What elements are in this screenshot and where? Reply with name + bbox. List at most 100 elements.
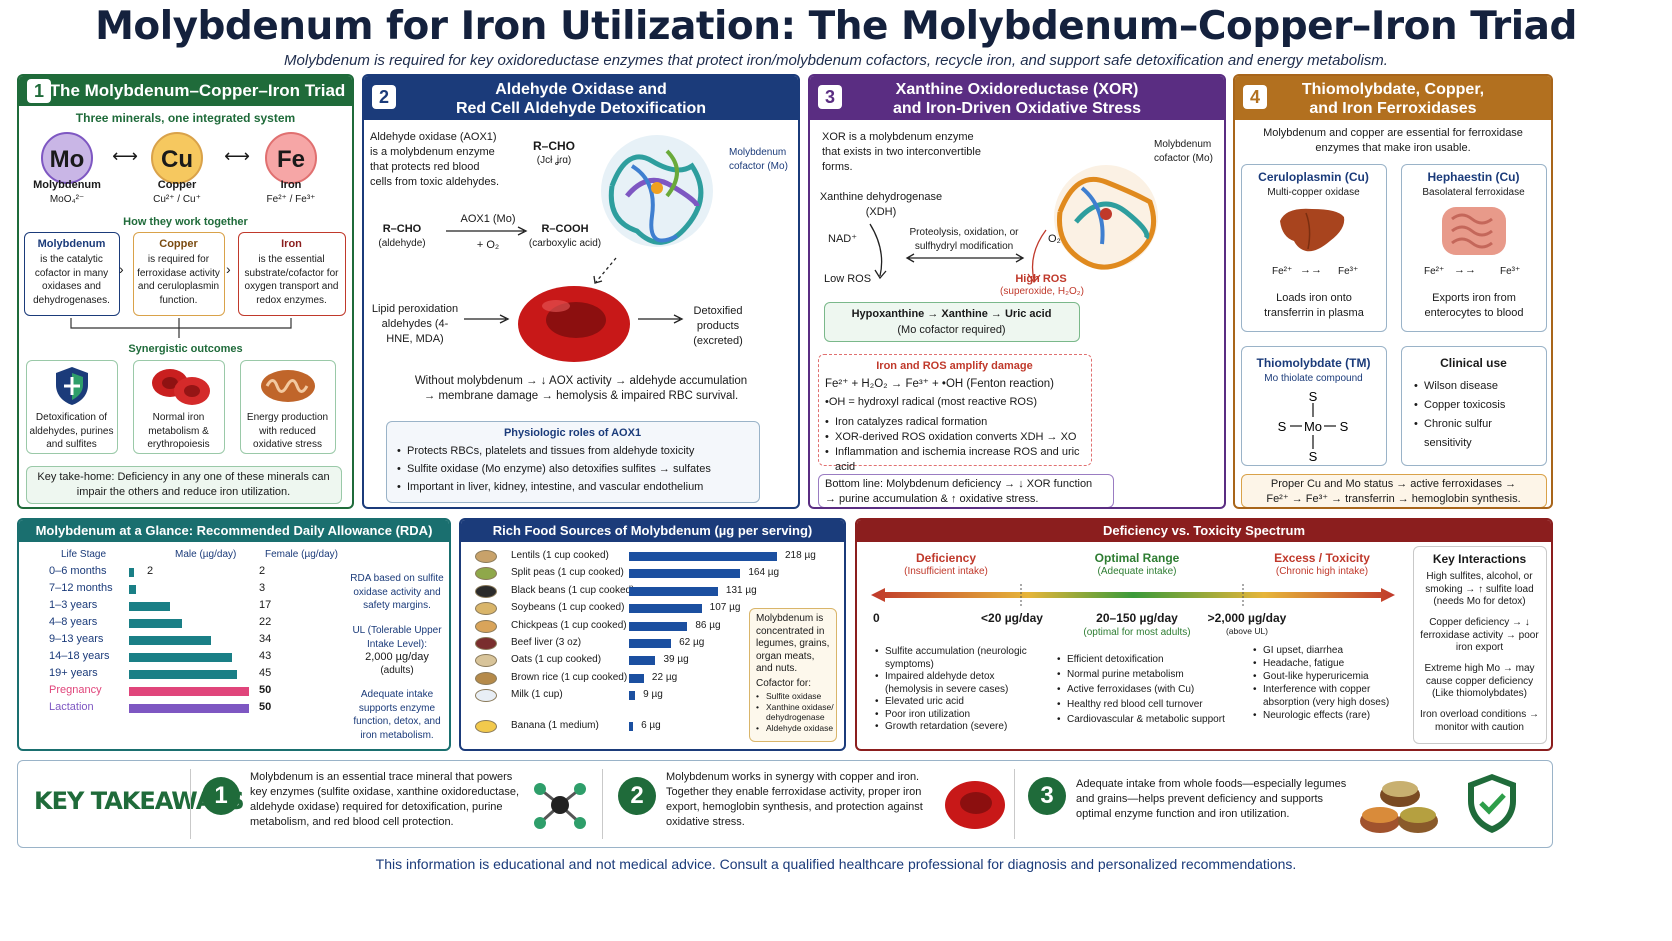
cofactor-title: Cofactor for: xyxy=(756,678,812,689)
thiomolybdate-card: Thiomolybdate (TM) Mo thiolate compound … xyxy=(1241,346,1387,466)
rda-row: 4–8 years 22 xyxy=(19,615,319,632)
thiomolybdate-structure-icon: S Mo S S S xyxy=(1278,389,1349,463)
role-card-molybdenum: Molybdenum is the catalytic cofactor in … xyxy=(24,232,120,316)
food-row: Soybeans (1 cup cooked) 107 µg xyxy=(461,600,751,617)
outcome-text: Detoxification of aldehydes, purines and… xyxy=(29,412,114,450)
rda-female-value: 3 xyxy=(259,582,266,594)
role-card-iron: Iron is the essential substrate/cofactor… xyxy=(238,232,346,316)
hephaestin-title: Hephaestin (Cu) xyxy=(1427,170,1520,184)
without-mo-line2: → membrane damage → hemolysis & impaired… xyxy=(423,390,739,402)
food-row: Black beans (1 cup cooked) 131 µg xyxy=(461,583,757,600)
dashed-arrow-icon xyxy=(593,257,617,284)
cofactor-item: Sulfite oxidase xyxy=(756,691,834,702)
food-sources-title: Rich Food Sources of Molybdenum (µg per … xyxy=(461,520,844,542)
nad-label: NAD⁺ xyxy=(828,233,858,245)
ferroxidase-bottom-line2: Fe²⁺ → Fe³⁺ → transferrin → hemoglobin s… xyxy=(1266,493,1521,505)
ul-title: UL (Tolerable Upper Intake Level): xyxy=(352,625,442,650)
xor-panel-header: 3 Xanthine Oxidoreductase (XOR) and Iron… xyxy=(810,76,1224,120)
damage-list: Iron catalyzes radical formation XOR-der… xyxy=(825,415,1087,475)
aox-intro: Aldehyde oxidase (AOX1) is a molybdenum … xyxy=(370,131,499,188)
rda-female-value: 17 xyxy=(259,599,272,611)
panel-number: 3 xyxy=(818,85,842,109)
clinical-item: Copper toxicosis xyxy=(1414,396,1540,415)
interaction-item: Iron overload conditions → monitor with … xyxy=(1420,709,1539,733)
cofactor-item: Aldehyde oxidase xyxy=(756,723,834,734)
arrow-right-icon xyxy=(638,314,684,324)
key-interactions-box: Key Interactions High sulfites, alcohol,… xyxy=(1413,546,1547,744)
oxygen-label: O₂ xyxy=(1048,233,1061,245)
xor-intro: XOR is a molybdenum enzyme that exists i… xyxy=(822,131,981,173)
without-mo-line1: Without molybdenum → ↓ AOX activity → al… xyxy=(414,375,748,387)
rda-bar xyxy=(129,619,182,628)
page-title: Molybdenum for Iron Utilization: The Mol… xyxy=(95,4,1577,49)
detoxified-products: Detoxified products (excreted) xyxy=(693,305,743,347)
food-bar xyxy=(629,569,741,579)
food-row: Split peas (1 cup cooked) 164 µg xyxy=(461,565,779,582)
rda-bar xyxy=(129,653,233,662)
copper-forms: Cu²⁺ / Cu⁺ xyxy=(153,194,201,205)
reaction-enzyme: AOX1 (Mo) xyxy=(460,213,516,225)
food-bar xyxy=(629,656,656,666)
triad-panel-header: 1 The Molybdenum–Copper–Iron Triad xyxy=(19,76,352,106)
food-value: 131 µg xyxy=(725,584,757,596)
ceruloplasmin-sub: Multi-copper oxidase xyxy=(1267,187,1360,198)
ferroxidase-intro: Molybdenum and copper are essential for … xyxy=(1263,127,1523,154)
xor-bottom-line: Bottom line: Molybdenum deficiency → ↓ X… xyxy=(818,474,1114,507)
ferroxidase-panel-header: 4 Thiomolybdate, Copper, and Iron Ferrox… xyxy=(1235,76,1551,120)
food-name: Chickpeas (1 cup cooked) xyxy=(511,619,627,631)
rda-stage: 9–13 years xyxy=(49,633,104,645)
molybdenum-forms: MoO₄²⁻ xyxy=(49,194,85,205)
food-icon xyxy=(475,550,497,563)
rda-female-value: 43 xyxy=(259,650,272,662)
ferroxidase-title-line2: and Iron Ferroxidases xyxy=(1309,100,1477,117)
iron-forms: Fe²⁺ / Fe³⁺ xyxy=(266,194,316,205)
aox-title-line1: Aldehyde Oxidase and xyxy=(495,81,667,98)
how-title: How they work together xyxy=(123,216,248,228)
outcome-text: Energy production with reduced oxidative… xyxy=(246,412,329,450)
ferrous-label: Fe²⁺ xyxy=(1272,266,1293,277)
molybdenum-atom: Mo xyxy=(1304,419,1322,434)
fenton-reaction: Fe²⁺ + H₂O₂ → Fe³⁺ + •OH (Fenton reactio… xyxy=(825,378,1054,390)
food-name: Soybeans (1 cup cooked) xyxy=(511,602,625,614)
xor-panel: 3 Xanthine Oxidoreductase (XOR) and Iron… xyxy=(808,74,1226,509)
rda-bar xyxy=(129,704,249,713)
interaction-item: Copper deficiency → ↓ ferroxidase activi… xyxy=(1420,617,1539,653)
arrow-right-icon: › xyxy=(119,261,124,277)
zone-title: Deficiency xyxy=(915,551,977,565)
thiomolybdate-sub: Mo thiolate compound xyxy=(1264,373,1363,384)
purine-pathway-box: Hypoxanthine → Xanthine → Uric acid (Mo … xyxy=(824,302,1080,342)
rda-bar xyxy=(129,670,237,679)
red-blood-cell-icon xyxy=(518,286,630,362)
double-arrow-icon xyxy=(905,253,1025,263)
outcome-card: Detoxification of aldehydes, purines and… xyxy=(26,360,118,454)
excess-item: Gout-like hyperuricemia xyxy=(1253,670,1409,683)
food-row: Lentils (1 cup cooked) 218 µg xyxy=(461,548,816,565)
takeaway-number: 1 xyxy=(202,777,240,815)
food-icon xyxy=(475,567,497,581)
rda-note: RDA based on sulfite oxidase activity an… xyxy=(350,573,444,611)
rda-panel: Molybdenum at a Glance: Recommended Dail… xyxy=(17,518,451,751)
curved-arrow-icon xyxy=(1027,229,1047,284)
divider xyxy=(602,769,603,839)
food-icon xyxy=(475,637,497,650)
zone-sub: (Adequate intake) xyxy=(1097,566,1177,577)
food-row: Brown rice (1 cup cooked) 22 µg xyxy=(461,670,751,687)
food-sources-panel: Rich Food Sources of Molybdenum (µg per … xyxy=(459,518,846,751)
food-bowls-icon xyxy=(1360,781,1438,833)
rda-bar xyxy=(129,687,249,696)
hephaestin-sub: Basolateral ferroxidase xyxy=(1422,187,1525,198)
ferric-label: Fe³⁺ xyxy=(1338,266,1359,277)
tick-sublabel: (optimal for most adults) xyxy=(1083,627,1191,638)
reaction-oxygen: + O₂ xyxy=(476,239,500,251)
aox-roles-list: Protects RBCs, platelets and tissues fro… xyxy=(397,442,753,496)
molybdenum-name: Molybdenum xyxy=(33,179,101,191)
ceruloplasmin-card: Ceruloplasmin (Cu) Multi-copper oxidase … xyxy=(1241,164,1387,332)
excess-item: Neurologic effects (rare) xyxy=(1253,709,1409,722)
hephaestin-card: Hephaestin (Cu) Basolateral ferroxidase … xyxy=(1401,164,1547,332)
rda-col-female: Female (µg/day) xyxy=(265,549,339,560)
rda-stage: Lactation xyxy=(49,701,94,713)
deficiency-item: Growth retardation (severe) xyxy=(875,721,1040,734)
food-bar xyxy=(629,604,702,614)
food-value: 22 µg xyxy=(651,671,678,683)
iron-name: Iron xyxy=(280,179,302,191)
